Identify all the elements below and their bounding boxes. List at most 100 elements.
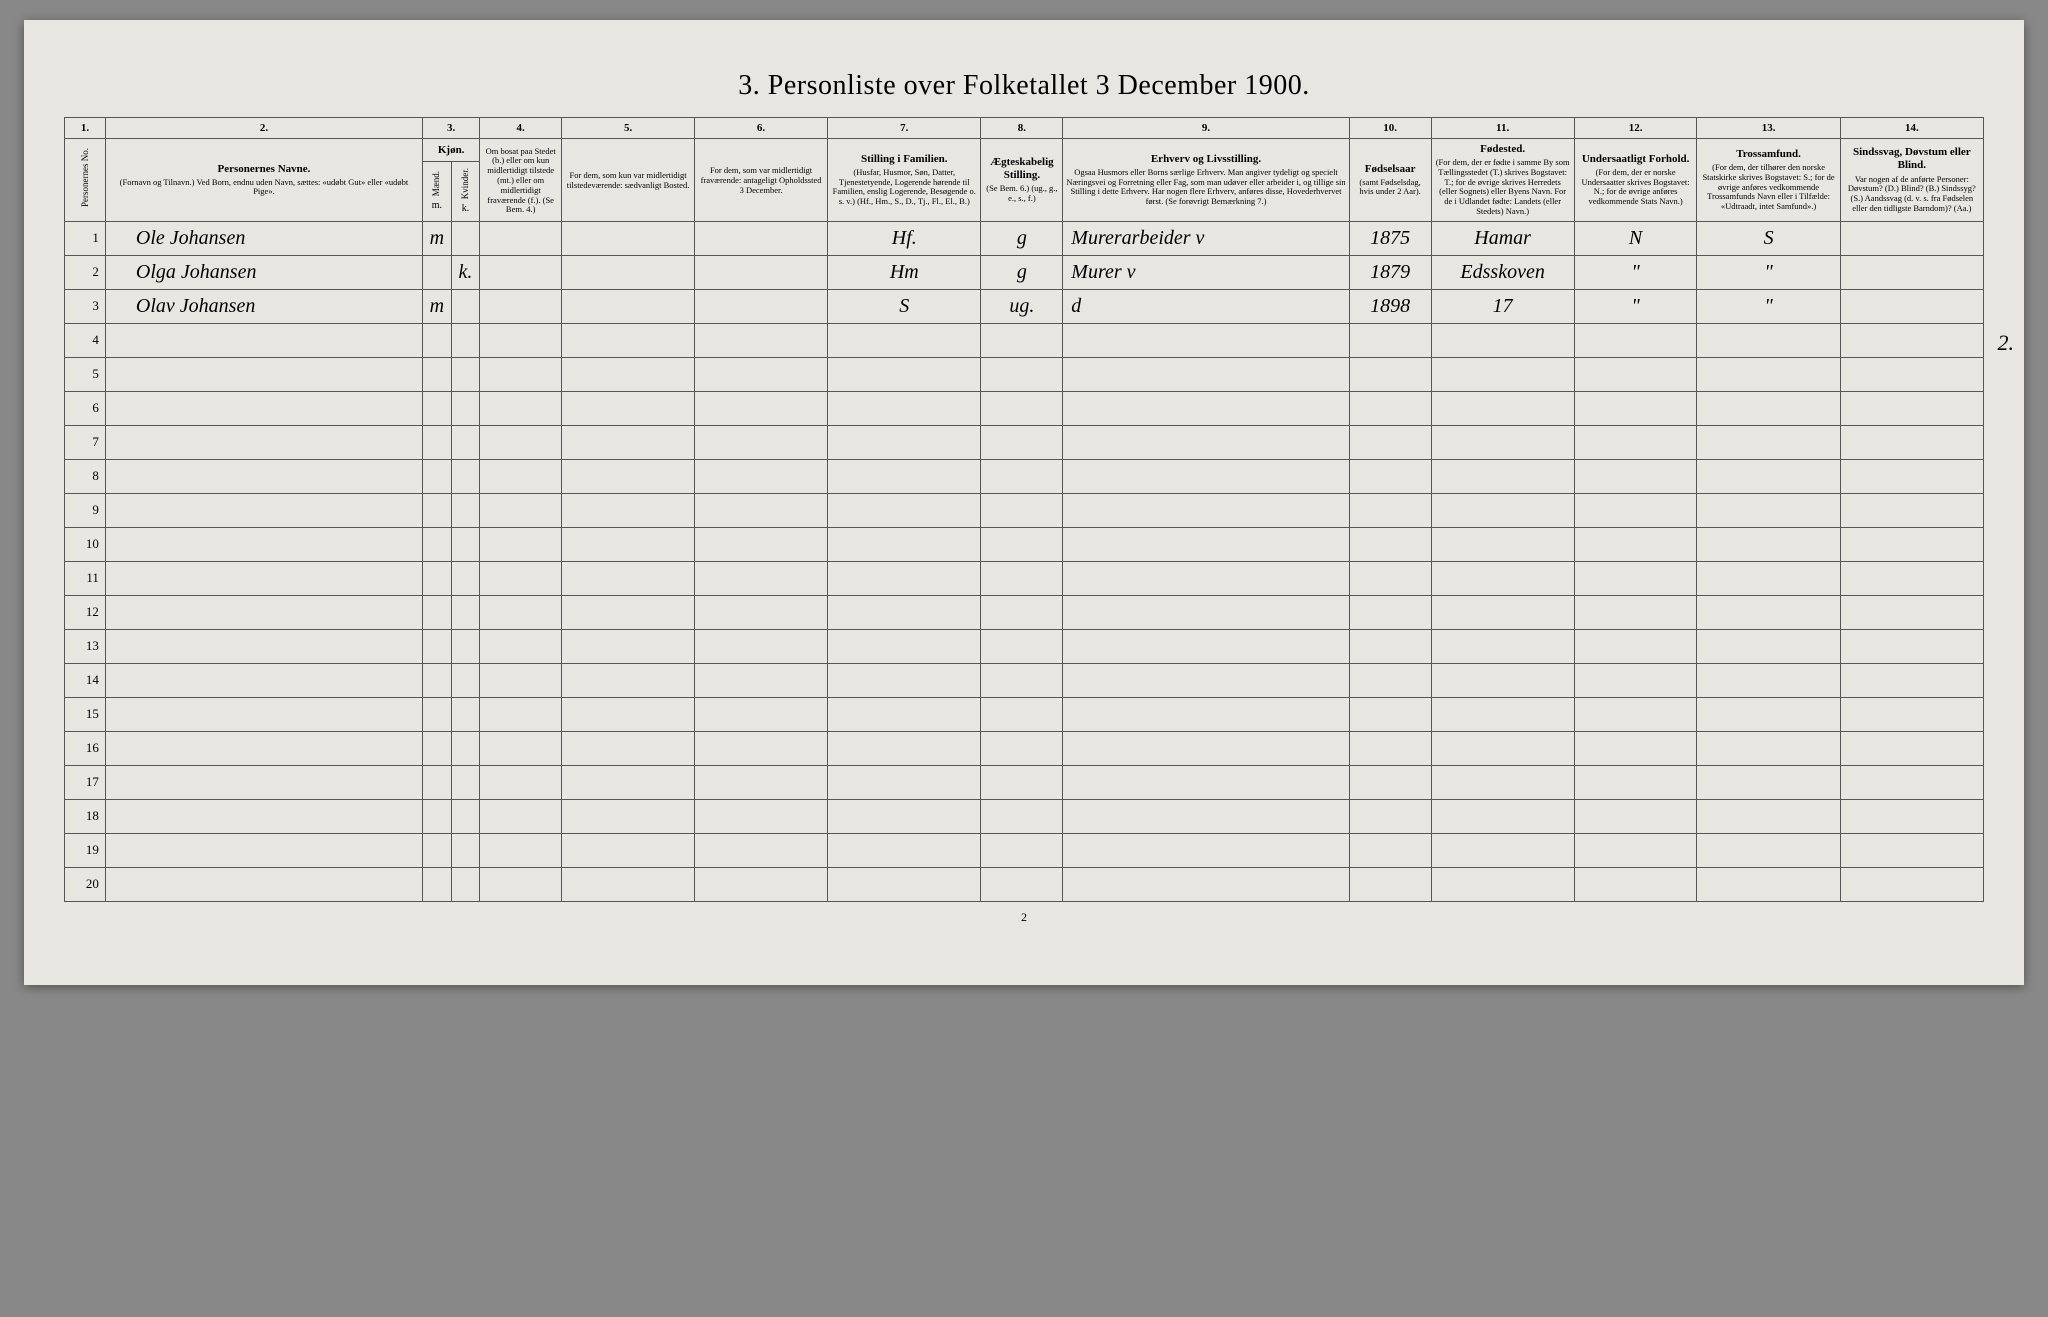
- empty-cell: [1063, 663, 1349, 697]
- empty-cell: [105, 765, 422, 799]
- religion: ": [1697, 289, 1840, 323]
- empty-cell: [1840, 867, 1983, 901]
- empty-cell: [1431, 867, 1574, 901]
- col-num: 9.: [1063, 118, 1349, 139]
- empty-cell: [695, 459, 828, 493]
- empty-cell: [562, 867, 695, 901]
- person-name: Ole Johansen: [105, 221, 422, 255]
- empty-cell: [695, 629, 828, 663]
- occupation: d: [1063, 289, 1349, 323]
- page-title: 3. Personliste over Folketallet 3 Decemb…: [64, 70, 1984, 102]
- empty-cell: [1349, 799, 1431, 833]
- row-number: 19: [65, 833, 106, 867]
- empty-cell: [828, 391, 981, 425]
- table-row: 20: [65, 867, 1984, 901]
- empty-cell: [451, 595, 480, 629]
- empty-cell: [1574, 731, 1697, 765]
- empty-cell: [451, 561, 480, 595]
- empty-cell: [1840, 765, 1983, 799]
- empty-cell: [480, 663, 562, 697]
- empty-cell: [1574, 697, 1697, 731]
- header-temp-present: For dem, som kun var midlertidigt tilste…: [562, 139, 695, 222]
- empty-cell: [1063, 595, 1349, 629]
- empty-cell: [1349, 493, 1431, 527]
- residence-status: [480, 255, 562, 289]
- empty-cell: [451, 425, 480, 459]
- empty-cell: [1697, 697, 1840, 731]
- table-row: 19: [65, 833, 1984, 867]
- empty-cell: [451, 663, 480, 697]
- empty-cell: [1840, 799, 1983, 833]
- empty-cell: [451, 697, 480, 731]
- col-num: 5.: [562, 118, 695, 139]
- empty-cell: [1349, 663, 1431, 697]
- empty-cell: [1697, 561, 1840, 595]
- empty-cell: [1574, 561, 1697, 595]
- empty-cell: [1574, 527, 1697, 561]
- empty-cell: [828, 867, 981, 901]
- empty-cell: [1063, 391, 1349, 425]
- col-num: 13.: [1697, 118, 1840, 139]
- row-number: 14: [65, 663, 106, 697]
- empty-cell: [1840, 833, 1983, 867]
- empty-cell: [451, 799, 480, 833]
- empty-cell: [695, 425, 828, 459]
- empty-cell: [105, 867, 422, 901]
- empty-cell: [981, 459, 1063, 493]
- empty-cell: [695, 799, 828, 833]
- empty-cell: [981, 697, 1063, 731]
- empty-cell: [105, 323, 422, 357]
- empty-cell: [451, 493, 480, 527]
- empty-cell: [1063, 527, 1349, 561]
- table-row: 3Olav JohansenmSug. d189817"": [65, 289, 1984, 323]
- empty-cell: [1349, 731, 1431, 765]
- empty-cell: [1063, 493, 1349, 527]
- residence-status: [480, 289, 562, 323]
- empty-cell: [1840, 663, 1983, 697]
- row-number: 16: [65, 731, 106, 765]
- family-position: Hm: [828, 255, 981, 289]
- empty-cell: [1574, 425, 1697, 459]
- empty-cell: [480, 391, 562, 425]
- sex-k: [451, 221, 480, 255]
- header-birthplace: Fødested. (For dem, der er fødte i samme…: [1431, 139, 1574, 222]
- empty-cell: [423, 663, 452, 697]
- table-row: 10: [65, 527, 1984, 561]
- row-number: 11: [65, 561, 106, 595]
- table-body: 1Ole JohansenmHf.gMurerarbeider v1875Ham…: [65, 221, 1984, 901]
- empty-cell: [1697, 459, 1840, 493]
- table-row: 17: [65, 765, 1984, 799]
- empty-cell: [1063, 833, 1349, 867]
- table-row: 15: [65, 697, 1984, 731]
- col-num: 2.: [105, 118, 422, 139]
- row-number: 13: [65, 629, 106, 663]
- sex-m: m: [423, 221, 452, 255]
- empty-cell: [695, 561, 828, 595]
- empty-cell: [423, 425, 452, 459]
- empty-cell: [423, 493, 452, 527]
- empty-cell: [480, 527, 562, 561]
- empty-cell: [1349, 595, 1431, 629]
- empty-cell: [451, 357, 480, 391]
- empty-cell: [1697, 663, 1840, 697]
- empty-cell: [423, 731, 452, 765]
- empty-cell: [1349, 765, 1431, 799]
- empty-cell: [451, 391, 480, 425]
- empty-cell: [1063, 323, 1349, 357]
- empty-cell: [451, 323, 480, 357]
- col-num: 14.: [1840, 118, 1983, 139]
- empty-cell: [695, 493, 828, 527]
- empty-cell: [105, 663, 422, 697]
- empty-cell: [451, 833, 480, 867]
- empty-cell: [828, 527, 981, 561]
- row-number: 5: [65, 357, 106, 391]
- empty-cell: [695, 357, 828, 391]
- empty-cell: [1431, 357, 1574, 391]
- empty-cell: [451, 731, 480, 765]
- empty-cell: [451, 527, 480, 561]
- empty-cell: [695, 663, 828, 697]
- empty-cell: [105, 833, 422, 867]
- empty-cell: [828, 663, 981, 697]
- sex-k: [451, 289, 480, 323]
- empty-cell: [981, 663, 1063, 697]
